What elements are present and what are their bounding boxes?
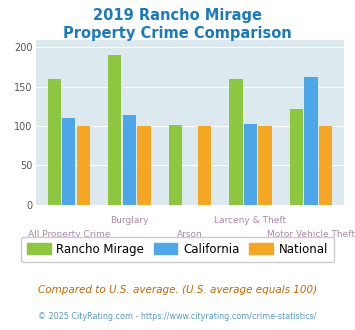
Text: Arson: Arson <box>177 230 203 239</box>
Legend: Rancho Mirage, California, National: Rancho Mirage, California, National <box>21 237 334 262</box>
Bar <box>137 126 151 205</box>
Bar <box>123 115 136 205</box>
Bar <box>169 125 182 205</box>
Bar <box>244 124 257 205</box>
Bar <box>62 118 76 205</box>
Text: Property Crime Comparison: Property Crime Comparison <box>63 26 292 41</box>
Text: 2019 Rancho Mirage: 2019 Rancho Mirage <box>93 8 262 23</box>
Text: Larceny & Theft: Larceny & Theft <box>214 216 286 225</box>
Bar <box>304 77 318 205</box>
Text: Compared to U.S. average. (U.S. average equals 100): Compared to U.S. average. (U.S. average … <box>38 285 317 295</box>
Text: All Property Crime: All Property Crime <box>28 230 110 239</box>
Bar <box>198 126 211 205</box>
Bar <box>229 79 242 205</box>
Bar <box>48 79 61 205</box>
Bar <box>290 109 303 205</box>
Bar <box>319 126 332 205</box>
Bar <box>77 126 90 205</box>
Text: Burglary: Burglary <box>110 216 149 225</box>
Text: © 2025 CityRating.com - https://www.cityrating.com/crime-statistics/: © 2025 CityRating.com - https://www.city… <box>38 312 317 321</box>
Text: Motor Vehicle Theft: Motor Vehicle Theft <box>267 230 355 239</box>
Bar <box>258 126 272 205</box>
Bar <box>108 54 121 205</box>
